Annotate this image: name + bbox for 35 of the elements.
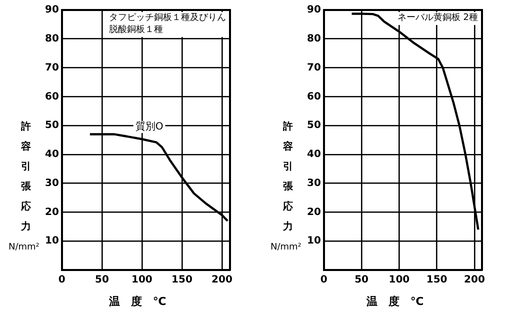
y-tick-label: 10 — [44, 236, 59, 247]
y-tick-label: 20 — [306, 206, 321, 218]
y-tick-label: 50 — [44, 120, 59, 132]
y-tick-label: 50 — [306, 120, 321, 132]
x-tick-label: 150 — [426, 274, 448, 286]
y-tick-label: 10 — [306, 236, 321, 247]
x-tick-label: 150 — [172, 274, 192, 286]
y-tick-label: 70 — [306, 62, 321, 74]
y-tick-label: 30 — [44, 178, 59, 189]
y-tick-label: 60 — [44, 91, 59, 102]
y-tick-label: 40 — [306, 149, 321, 160]
y-tick-label: 90 — [306, 4, 321, 16]
x-tick-label: 0 — [320, 274, 328, 286]
y-tick-label: 90 — [44, 4, 59, 16]
y-axis-title: 許容引張応力 N/mm² — [8, 120, 40, 252]
text: タフピッチ銅板１種及びりん脱酸銅板１種 — [109, 12, 226, 35]
y-tick-label: 30 — [306, 178, 321, 189]
y-tick-label: 80 — [44, 33, 59, 44]
y-tick-label: 60 — [306, 91, 321, 102]
x-tick-label: 50 — [94, 274, 109, 286]
y-tick-label: 20 — [44, 206, 59, 218]
y-tick-label: 80 — [306, 33, 321, 44]
x-axis-title: 温 度 ℃ — [365, 294, 424, 308]
x-tick-label: 50 — [354, 274, 369, 286]
y-axis-title: 許容引張応力 N/mm² — [270, 120, 302, 252]
chart-title: ネーバル黄銅板 2種 — [397, 12, 478, 23]
x-tick-label: 0 — [58, 274, 66, 286]
x-tick-label: 100 — [388, 274, 410, 286]
x-axis-title: 温 度 ℃ — [108, 294, 166, 308]
x-tick-label: 200 — [464, 274, 485, 286]
y-tick-label: 70 — [44, 62, 59, 74]
annotation: 質別O — [135, 120, 164, 133]
x-tick-label: 100 — [132, 274, 152, 286]
x-tick-label: 200 — [212, 274, 232, 286]
y-tick-label: 40 — [44, 149, 59, 160]
